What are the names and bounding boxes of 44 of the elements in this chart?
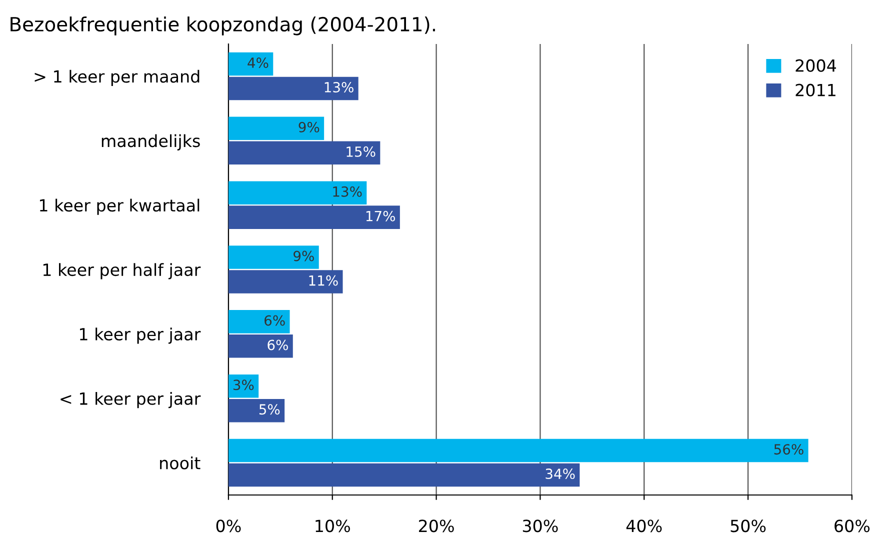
x-tick-label: 40% [626,520,662,532]
data-label: 17% [366,210,395,222]
y-tick-label: nooit [160,456,200,470]
data-label: 3% [233,380,254,390]
data-label: 6% [264,315,285,326]
data-label: 9% [294,250,314,262]
data-label: 6% [268,340,288,350]
data-label: 5% [259,404,280,415]
bar [228,76,358,100]
bar [228,463,580,487]
chart-title: Bezoekfrequentie koopzondag (2004-2011). [10,16,435,36]
data-label: 56% [774,444,804,455]
bar [228,52,274,76]
bar [228,438,808,462]
bar [228,206,400,229]
y-tick-label: > 1 keer per maand [34,70,200,86]
y-tick-label: maandelijks [102,134,200,150]
bar [228,310,290,334]
bar [228,334,293,358]
y-tick-label: < 1 keer per jaar [60,392,201,408]
x-tick-label: 10% [316,520,350,532]
data-label: 13% [333,186,362,197]
y-tick-label: 1 keer per jaar [80,328,201,344]
data-label: 4% [248,57,268,68]
bar [228,116,324,140]
bar [228,270,343,294]
bar [228,141,380,165]
data-label: 15% [346,146,376,157]
x-tick-label: 30% [522,520,558,532]
bar [228,181,367,204]
legend-label: 2011 [796,84,836,96]
x-tick-label: 60% [834,520,870,532]
data-label: 9% [298,122,320,132]
bar [228,246,319,269]
x-tick-label: 50% [730,520,766,532]
x-tick-label: 20% [418,520,454,532]
legend-label: 2004 [796,59,836,72]
data-label: 13% [324,82,354,92]
y-tick-label: 1 keer per kwartaal [40,198,200,215]
x-tick-label: 0% [216,520,241,532]
data-label: 11% [309,275,338,286]
bar [228,398,285,422]
y-tick-label: 1 keer per half jaar [43,263,201,280]
data-label: 34% [546,468,575,480]
